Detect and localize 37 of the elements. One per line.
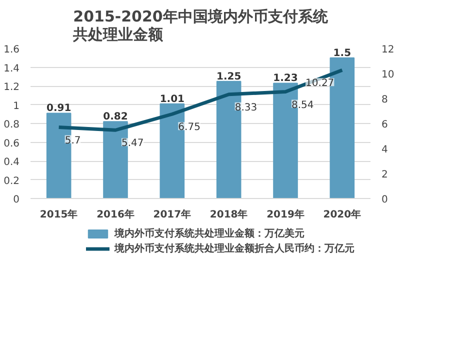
data-label: 1.01 (160, 94, 185, 105)
y2-tick-label: 4 (382, 144, 388, 156)
y2-tick-label: 0 (382, 194, 388, 206)
x-tick-label: 2015年 (40, 208, 78, 220)
y-tick-label: 0.8 (4, 120, 20, 130)
x-tick-label: 2020年 (323, 208, 362, 220)
data-label: 0.91 (46, 103, 72, 114)
data-label: 0.82 (103, 112, 128, 123)
y-tick-label: 0 (13, 194, 20, 206)
data-label: 1.25 (216, 71, 242, 82)
y-tick-label: 0.2 (4, 176, 20, 187)
legend-label: 境内外币支付系统共处理业金额：万亿美元 (114, 226, 304, 240)
y2-tick-label: 10 (382, 70, 394, 80)
y2-tick-label: 2 (382, 170, 388, 180)
y-tick-label: 1.6 (4, 44, 20, 56)
y-tick-label: 1 (13, 100, 20, 112)
y-tick-label: 0.6 (4, 138, 20, 150)
data-label: 5.47 (122, 138, 144, 150)
y2-tick-label: 8 (382, 94, 388, 106)
y-tick-label: 1.2 (4, 82, 20, 93)
x-tick-label: 2017年 (153, 208, 192, 220)
y2-tick-label: 12 (382, 44, 394, 56)
x-tick-label: 2016年 (96, 208, 134, 220)
y-tick-label: 1.4 (4, 63, 20, 74)
x-tick-label: 2018年 (210, 208, 248, 220)
data-label: 1.23 (273, 73, 298, 84)
y-tick-label: 0.4 (4, 157, 20, 168)
data-label: 10.27 (306, 78, 334, 90)
legend-label: 境内外币支付系统共处理业金额折合人民币约：万亿元 (114, 242, 354, 256)
data-label: 5.7 (64, 135, 81, 146)
chart-title: 2015-2020年中国境内外币支付系统共处理业金额 (72, 8, 329, 44)
data-label: 1.5 (333, 48, 352, 59)
y2-tick-label: 6 (382, 120, 388, 130)
x-tick-label: 2019年 (266, 208, 304, 220)
data-label: 6.75 (178, 122, 200, 134)
data-label: 8.54 (292, 100, 314, 111)
data-label: 8.33 (234, 102, 258, 114)
